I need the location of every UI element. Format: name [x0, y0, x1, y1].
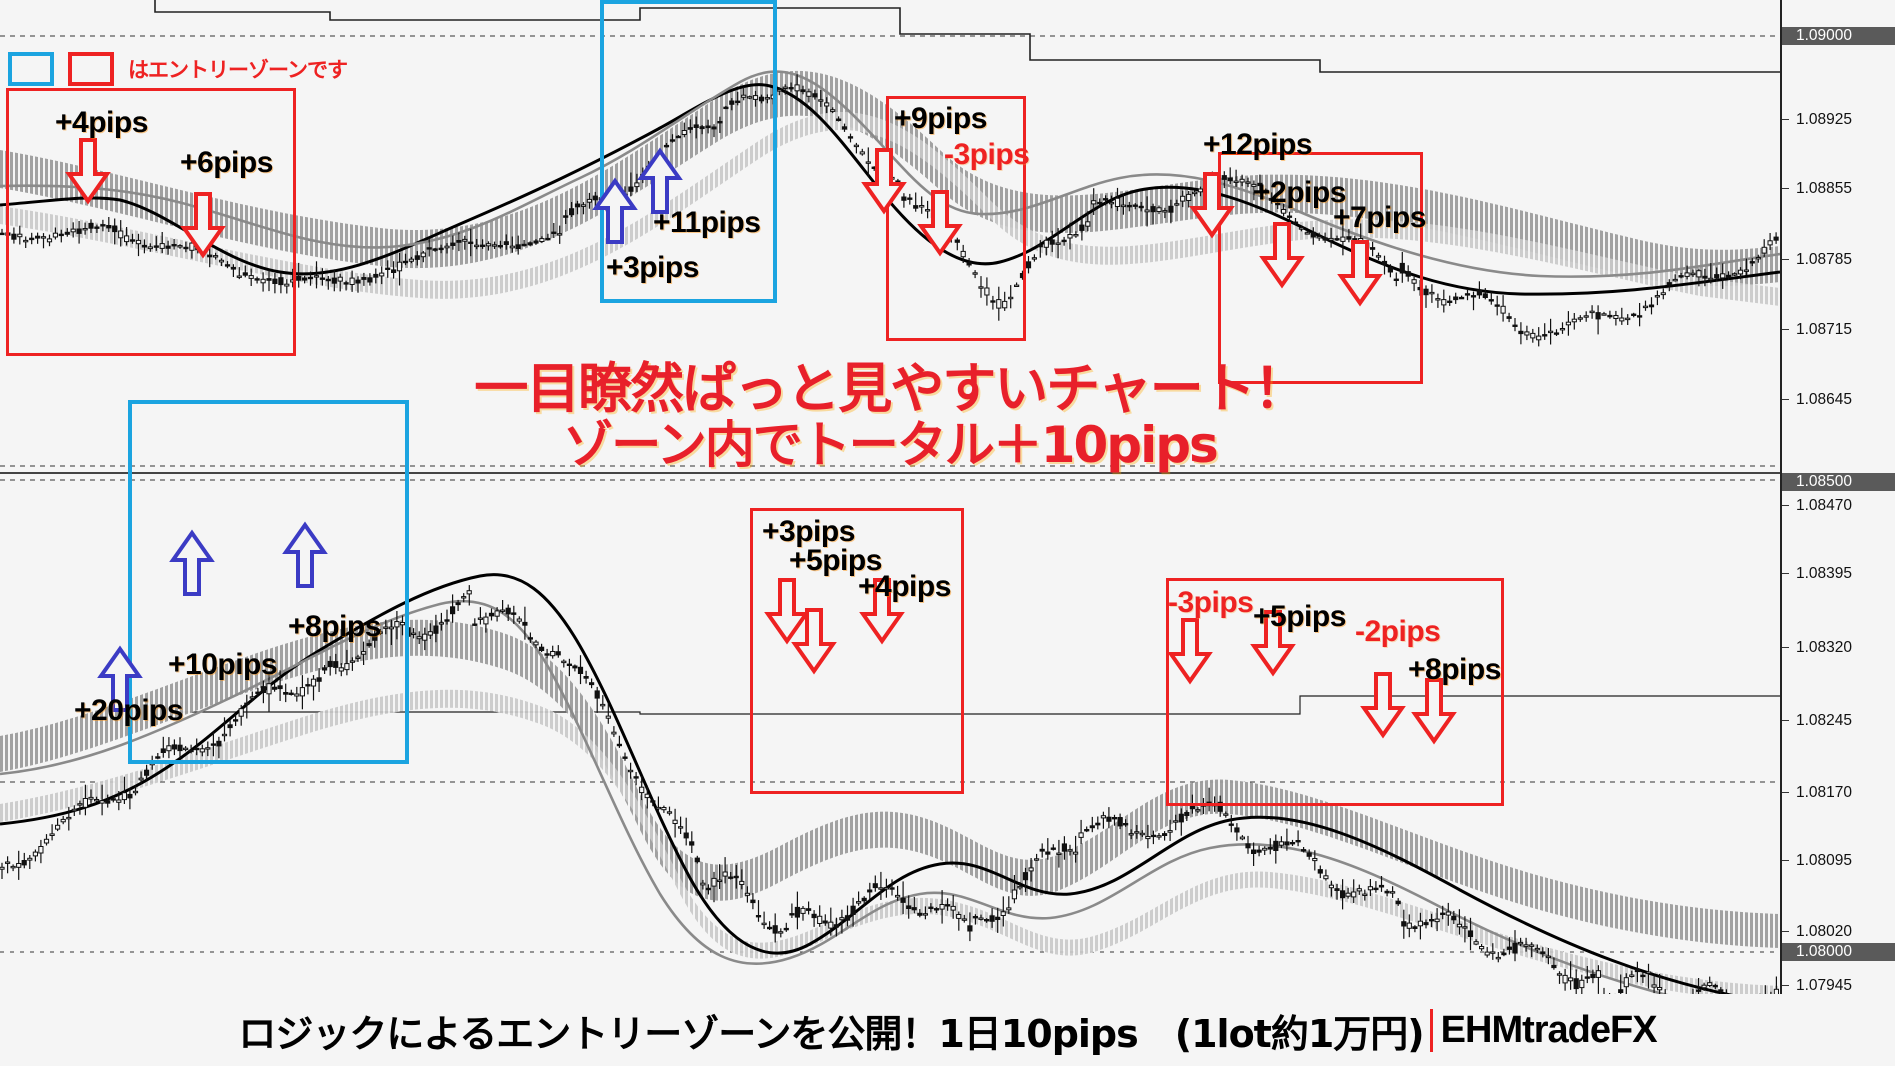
pip-result-label: +9pips — [894, 102, 987, 135]
down-arrow-icon — [1411, 678, 1457, 745]
pip-result-label: +20pips — [74, 694, 184, 727]
up-arrow-icon — [282, 521, 328, 588]
entry-zone-red[interactable] — [750, 508, 964, 794]
price-tick: 1.08245 — [1782, 712, 1895, 730]
down-arrow-icon — [861, 148, 907, 215]
pip-result-label: -3pips — [944, 138, 1030, 171]
entry-zone-red[interactable] — [886, 96, 1026, 341]
pip-result-label: +4pips — [55, 106, 148, 139]
pip-result-label: +2pips — [1253, 176, 1346, 209]
up-arrow-icon — [592, 177, 638, 244]
entry-zone-blue[interactable] — [128, 400, 409, 764]
pip-result-label: +7pips — [1333, 201, 1426, 234]
footer-caption: ロジックによるエントリーゾーンを公開！1日10pips (1lot約1万円) — [238, 1011, 1424, 1056]
down-arrow-icon — [791, 608, 837, 675]
up-arrow-icon — [97, 645, 143, 712]
pip-result-label: +3pips — [606, 251, 699, 284]
price-tick: 1.08500 — [1782, 473, 1895, 491]
price-tick: 1.08855 — [1782, 180, 1895, 198]
lower-panel-plot — [0, 474, 1780, 1066]
pip-result-label: +8pips — [1408, 653, 1501, 686]
price-tick: 1.08925 — [1782, 111, 1895, 129]
red-zone-swatch-icon — [68, 52, 114, 86]
upper-panel-plot — [0, 0, 1780, 472]
pip-result-label: -3pips — [1168, 586, 1254, 619]
price-tick: 1.08715 — [1782, 321, 1895, 339]
pip-result-label: +4pips — [858, 570, 951, 603]
price-tick: 1.08395 — [1782, 565, 1895, 583]
down-arrow-icon — [917, 190, 963, 257]
down-arrow-icon — [1250, 610, 1296, 677]
entry-zone-red[interactable] — [6, 88, 296, 356]
price-tick: 1.07945 — [1782, 977, 1895, 995]
up-arrow-icon — [637, 147, 683, 214]
down-arrow-icon — [180, 192, 226, 259]
pip-result-label: +6pips — [180, 146, 273, 179]
down-arrow-icon — [1337, 240, 1383, 307]
footer-banner: ロジックによるエントリーゾーンを公開！1日10pips (1lot約1万円) E… — [0, 994, 1895, 1066]
chart-panel-lower[interactable] — [0, 474, 1780, 1066]
price-tick: 1.08470 — [1782, 497, 1895, 515]
pip-result-label: +12pips — [1203, 128, 1313, 161]
pip-result-label: -2pips — [1355, 615, 1441, 648]
pip-result-label: +10pips — [168, 648, 278, 681]
entry-zone-red[interactable] — [1166, 578, 1504, 806]
brand-label: EHMtradeFX — [1429, 1008, 1658, 1052]
up-arrow-icon — [169, 529, 215, 596]
down-arrow-icon — [65, 138, 111, 205]
price-axis[interactable]: 1.09000 1.08925 1.08855 1.08785 1.08715 1.086… — [1780, 0, 1895, 1066]
price-tick: 1.08000 — [1782, 943, 1895, 961]
down-arrow-icon — [1189, 172, 1235, 239]
pip-result-label: +5pips — [1253, 600, 1346, 633]
down-arrow-icon — [764, 578, 810, 645]
blue-zone-swatch-icon — [8, 52, 54, 86]
entry-zone-red[interactable] — [1218, 152, 1423, 384]
legend-label: はエントリーゾーンです — [128, 58, 348, 82]
chart-panel-upper[interactable] — [0, 0, 1780, 474]
price-tick: 1.08020 — [1782, 923, 1895, 941]
price-tick: 1.09000 — [1782, 27, 1895, 45]
pip-result-label: +11pips — [653, 206, 761, 239]
pip-result-label: +8pips — [288, 610, 381, 643]
pip-result-label: +3pips — [762, 515, 855, 548]
down-arrow-icon — [859, 578, 905, 645]
down-arrow-icon — [1360, 672, 1406, 739]
pip-result-label: +5pips — [789, 544, 882, 577]
price-tick: 1.08095 — [1782, 852, 1895, 870]
price-tick: 1.08645 — [1782, 391, 1895, 409]
price-tick: 1.08320 — [1782, 639, 1895, 657]
down-arrow-icon — [1259, 222, 1305, 289]
price-tick: 1.08785 — [1782, 251, 1895, 269]
price-tick: 1.08170 — [1782, 784, 1895, 802]
down-arrow-icon — [1167, 618, 1213, 685]
entry-zone-blue[interactable] — [600, 0, 777, 303]
entry-zone-legend: はエントリーゾーンです — [8, 52, 348, 86]
